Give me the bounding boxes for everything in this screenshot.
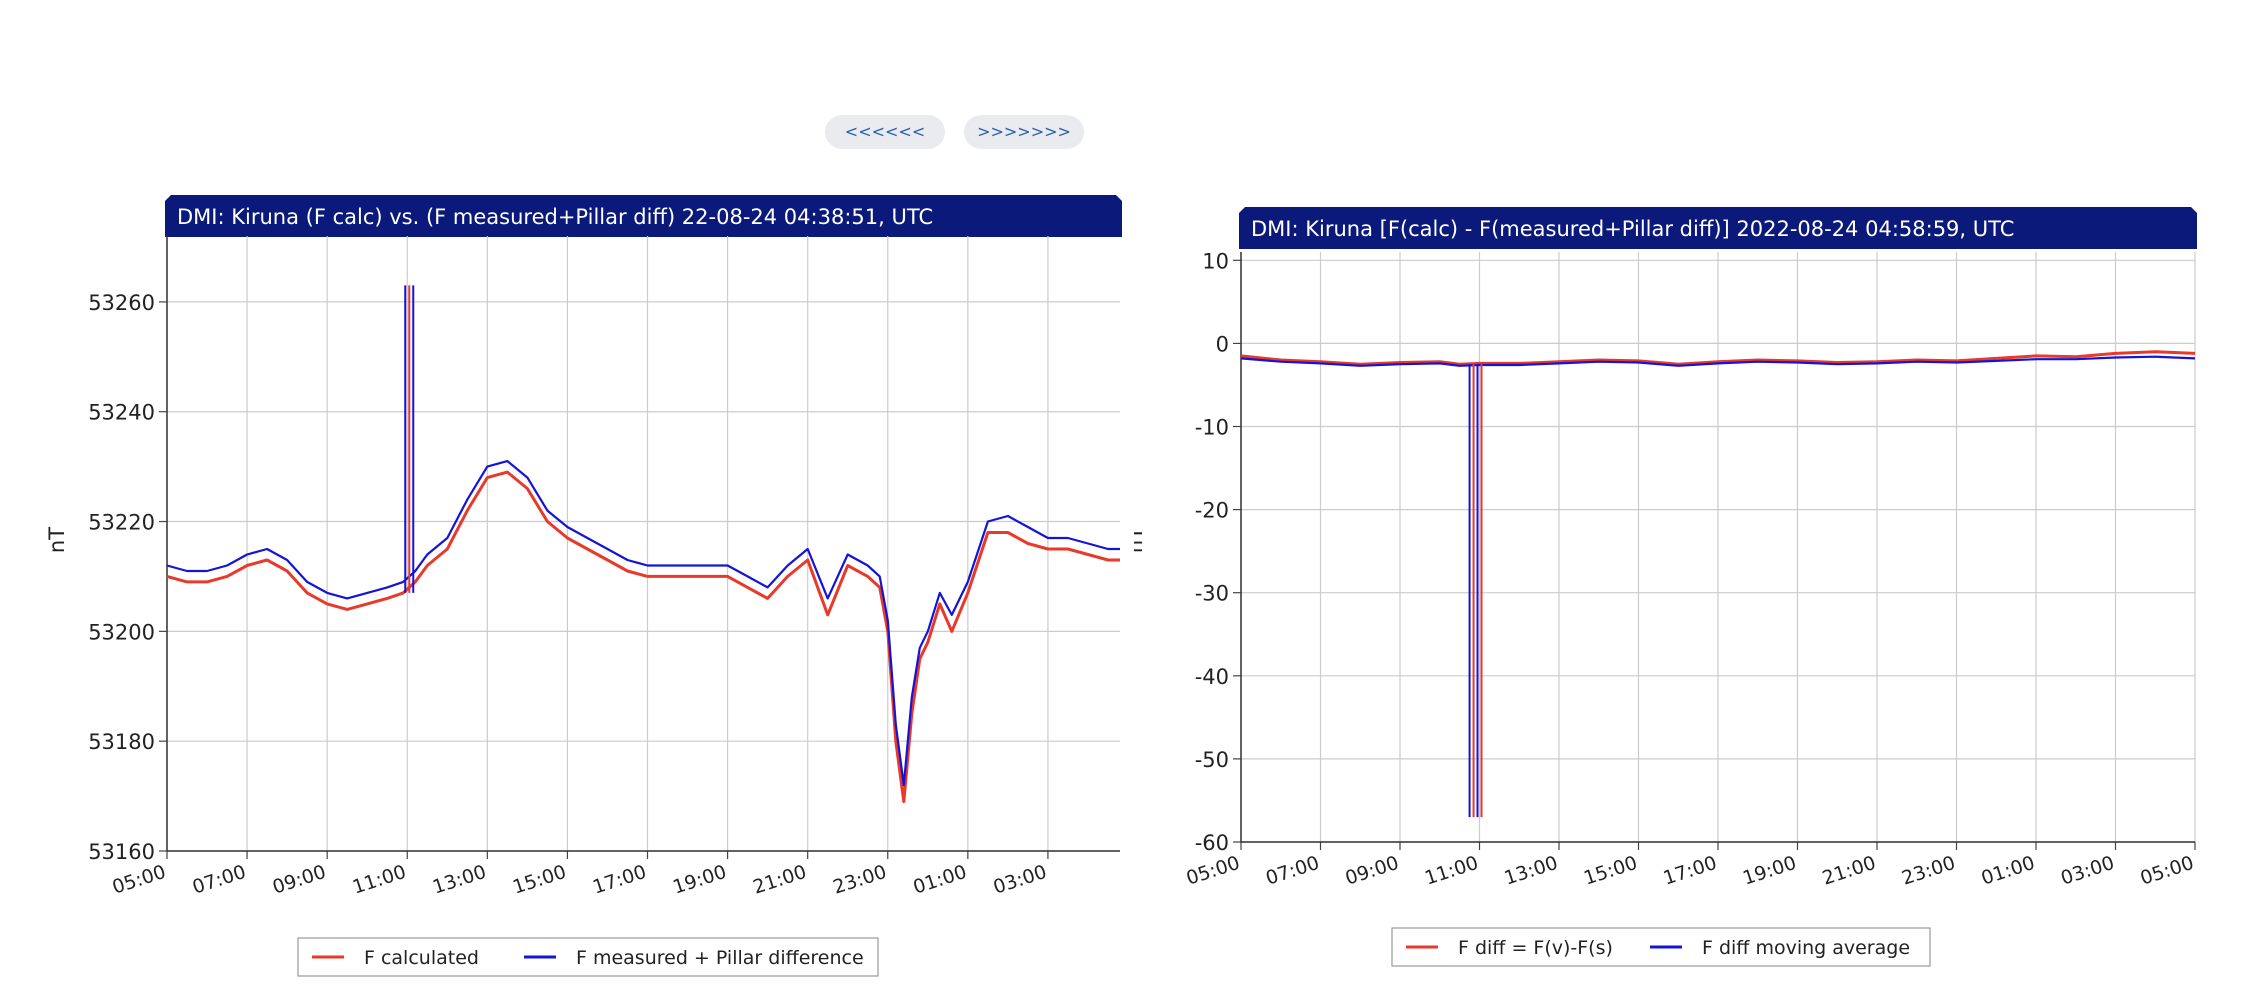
- x-tick-label: 05:00: [110, 861, 169, 899]
- legend-label: F diff = F(v)-F(s): [1458, 937, 1613, 959]
- y-tick-label: -20: [1195, 499, 1229, 523]
- x-tick-label: 13:00: [430, 861, 489, 899]
- series-line-blue: [1240, 355, 2196, 367]
- chart-title: DMI: Kiruna (F calc) vs. (F measured+Pil…: [177, 205, 933, 229]
- y-axis-label: nT: [45, 527, 69, 553]
- chart-title-bar: [165, 195, 1122, 237]
- y-tick-label: 53180: [88, 730, 155, 754]
- y-tick-label: 53160: [88, 840, 155, 864]
- y-axis-label: nT: [1134, 527, 1147, 553]
- series-line-blue: [166, 460, 1120, 787]
- x-tick-label: 17:00: [1661, 852, 1720, 890]
- x-tick-label: 01:00: [1979, 852, 2038, 890]
- series-line-red: [1240, 350, 2196, 366]
- legend-box: [297, 937, 879, 977]
- x-tick-label: 09:00: [1343, 852, 1402, 890]
- next-button[interactable]: >>>>>>>: [964, 115, 1084, 149]
- y-tick-label: 53220: [88, 511, 155, 535]
- y-tick-label: 53240: [88, 401, 155, 425]
- y-tick-label: -40: [1195, 665, 1229, 689]
- chart-title: DMI: Kiruna [F(calc) - F(measured+Pillar…: [1251, 217, 2014, 241]
- x-tick-label: 05:00: [1184, 852, 1243, 890]
- y-tick-label: 53200: [88, 620, 155, 644]
- x-tick-label: 23:00: [830, 861, 889, 899]
- legend-label: F calculated: [364, 947, 479, 969]
- x-tick-label: 07:00: [1263, 852, 1322, 890]
- x-tick-label: 03:00: [991, 861, 1050, 899]
- x-tick-label: 09:00: [270, 861, 329, 899]
- x-tick-label: 23:00: [1899, 852, 1958, 890]
- chart-f-diff: DMI: Kiruna [F(calc) - F(measured+Pillar…: [1134, 207, 2197, 967]
- y-tick-label: 53260: [88, 291, 155, 315]
- x-tick-label: 21:00: [1820, 852, 1879, 890]
- x-tick-label: 07:00: [190, 861, 249, 899]
- x-tick-label: 19:00: [1740, 852, 1799, 890]
- x-tick-label: 03:00: [2058, 852, 2117, 890]
- y-tick-label: 10: [1202, 249, 1229, 273]
- x-tick-label: 15:00: [1581, 852, 1640, 890]
- y-tick-label: -30: [1195, 582, 1229, 606]
- legend-label: F diff moving average: [1702, 937, 1910, 959]
- chart-title-bar: [1239, 207, 2197, 249]
- x-tick-label: 05:00: [2138, 852, 2197, 890]
- y-tick-label: -50: [1195, 748, 1229, 772]
- y-tick-label: 0: [1216, 332, 1229, 356]
- chart-f-calc-vs-measured: DMI: Kiruna (F calc) vs. (F measured+Pil…: [45, 195, 1122, 977]
- y-tick-label: -10: [1195, 416, 1229, 440]
- x-tick-label: 19:00: [670, 861, 729, 899]
- x-tick-label: 13:00: [1502, 852, 1561, 890]
- x-tick-label: 11:00: [1422, 852, 1481, 890]
- x-tick-label: 17:00: [590, 861, 649, 899]
- x-tick-label: 21:00: [750, 861, 809, 899]
- previous-button[interactable]: <<<<<<: [825, 115, 945, 149]
- x-tick-label: 15:00: [510, 861, 569, 899]
- y-tick-label: -60: [1195, 831, 1229, 855]
- series-line-red: [166, 470, 1120, 804]
- x-tick-label: 01:00: [911, 861, 970, 899]
- x-tick-label: 11:00: [350, 861, 409, 899]
- legend-label: F measured + Pillar difference: [576, 947, 864, 969]
